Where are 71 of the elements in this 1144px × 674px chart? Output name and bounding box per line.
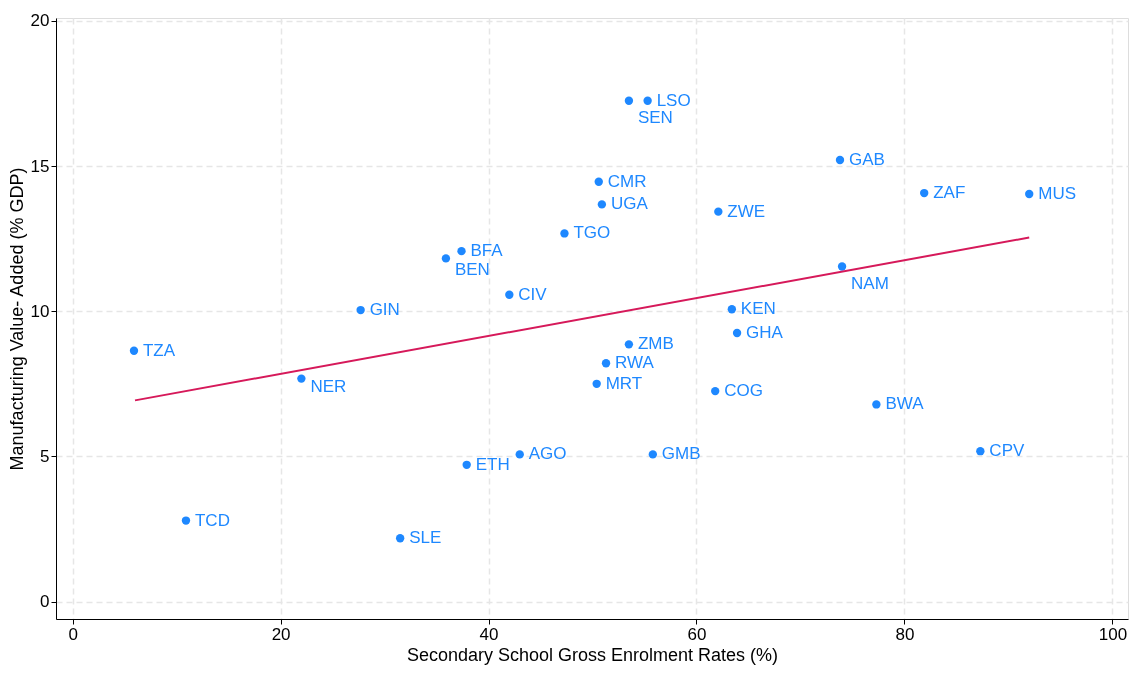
data-label: CMR (607, 171, 647, 191)
data-label: CPV (989, 441, 1025, 461)
point (515, 450, 524, 459)
point (592, 379, 601, 388)
point (727, 305, 737, 314)
point (624, 96, 634, 105)
point (835, 155, 845, 165)
data-label: ZWE (727, 201, 766, 221)
x-tick-label: 20 (271, 624, 291, 644)
x-tick-label: 100 (1098, 624, 1128, 644)
point (181, 516, 191, 525)
point (601, 359, 611, 368)
data-label: RWA (615, 353, 655, 373)
data-label: KEN (740, 299, 776, 319)
y-tick-label: 0 (40, 592, 50, 612)
data-label: CIV (518, 284, 548, 304)
data-label: ZAF (933, 183, 966, 203)
point (732, 328, 742, 338)
y-tick-label: 20 (30, 11, 50, 31)
data-label: TCD (194, 510, 230, 530)
point (356, 305, 365, 315)
point (648, 450, 658, 459)
point (441, 254, 451, 263)
point (920, 188, 929, 198)
y-tick-label: 10 (30, 301, 50, 321)
x-tick-label: 60 (687, 624, 707, 644)
data-label: LSO (656, 90, 691, 110)
data-label: BFA (470, 241, 504, 261)
data-label: BEN (454, 260, 490, 280)
point (711, 386, 720, 396)
data-label: BWA (885, 394, 925, 414)
point (560, 229, 569, 238)
data-label: COG (724, 381, 763, 401)
y-tick-label: 5 (40, 446, 50, 466)
data-label: TGO (573, 223, 611, 243)
y-tick-label: 15 (30, 156, 50, 176)
data-label: UGA (610, 194, 649, 214)
data-label: GMB (661, 444, 701, 464)
point (714, 207, 723, 216)
data-label: SEN (637, 107, 673, 127)
data-label: MRT (605, 373, 643, 393)
data-label: NAM (851, 273, 889, 293)
point (1025, 189, 1034, 199)
point (872, 400, 881, 409)
data-label: TZA (142, 340, 176, 360)
point (395, 534, 405, 543)
point (462, 460, 471, 470)
x-axis-title: Secondary School Gross Enrolment Rates (%) (406, 644, 779, 665)
data-label: GIN (369, 300, 400, 320)
data-label: ETH (475, 454, 510, 474)
data-label: GHA (746, 323, 784, 343)
x-tick-label: 80 (895, 624, 915, 644)
point (505, 290, 514, 299)
y-axis-title: Manufacturing Value- Added (% GDP) (6, 167, 27, 471)
data-label: SLE (409, 528, 442, 548)
point (129, 346, 139, 355)
point (624, 340, 634, 349)
point (297, 374, 306, 383)
point (837, 262, 847, 271)
x-tick-label: 40 (479, 624, 499, 644)
point (457, 246, 466, 256)
x-tick-label: 0 (68, 624, 78, 644)
point (643, 96, 652, 105)
data-label: MUS (1038, 183, 1076, 203)
data-label: GAB (848, 149, 885, 169)
data-label: ZMB (637, 334, 674, 354)
point (976, 447, 985, 456)
point (594, 177, 603, 186)
data-label: NER (310, 376, 347, 396)
point (597, 200, 607, 209)
data-label: AGO (528, 444, 567, 464)
